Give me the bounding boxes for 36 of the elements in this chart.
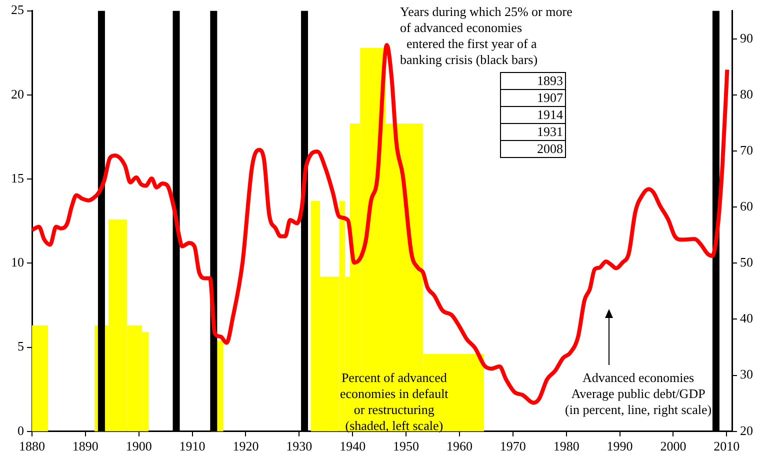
y-tick-label: 0 (18, 422, 24, 438)
x-tick-label: 1900 (126, 438, 152, 454)
y2-tick-label: 30 (740, 366, 753, 382)
annotation: 1907 (500, 90, 566, 106)
y2-tick-label: 60 (740, 198, 753, 214)
x-tick-label: 1970 (500, 438, 526, 454)
annotation: 1914 (500, 106, 566, 124)
x-tick-label: 1950 (393, 438, 420, 454)
x-tick-label: 2000 (660, 438, 686, 454)
x-tick-label: 1910 (179, 438, 206, 454)
x-tick-label: 1890 (72, 438, 98, 454)
x-tick-label: 1920 (232, 438, 259, 454)
x-tick-label: 1990 (606, 438, 633, 454)
y-tick-label: 10 (11, 254, 24, 270)
annotation: 1931 (500, 124, 566, 140)
y2-tick-label: 50 (740, 254, 753, 270)
x-tick-label: 1880 (19, 438, 45, 454)
annotation: 1893 (500, 72, 566, 90)
x-tick-label: 1930 (286, 438, 312, 454)
annotation: Percent of advanced economies in default or restructuring (shaded, left scale) (340, 370, 448, 434)
annotation: 2008 (500, 140, 566, 158)
y-tick-label: 20 (11, 86, 24, 102)
y-tick-label: 25 (11, 2, 24, 18)
y2-tick-label: 90 (740, 30, 753, 46)
x-tick-label: 1980 (553, 438, 580, 454)
y2-tick-label: 80 (740, 86, 753, 102)
x-tick-label: 2010 (714, 438, 740, 454)
annotation: Advanced economies Average public debt/GDP (in percent, line, right scale) (565, 370, 712, 418)
y-tick-label: 5 (18, 338, 24, 354)
y2-tick-label: 20 (740, 422, 753, 438)
x-tick-label: 1960 (446, 438, 472, 454)
x-tick-label: 1940 (340, 438, 366, 454)
annotation: Years during which 25% or more of advanced economies entered the first year of a banking crisis (black bars) (400, 4, 572, 68)
y2-tick-label: 70 (740, 142, 753, 158)
y2-tick-label: 40 (740, 310, 753, 326)
y-tick-label: 15 (11, 170, 24, 186)
